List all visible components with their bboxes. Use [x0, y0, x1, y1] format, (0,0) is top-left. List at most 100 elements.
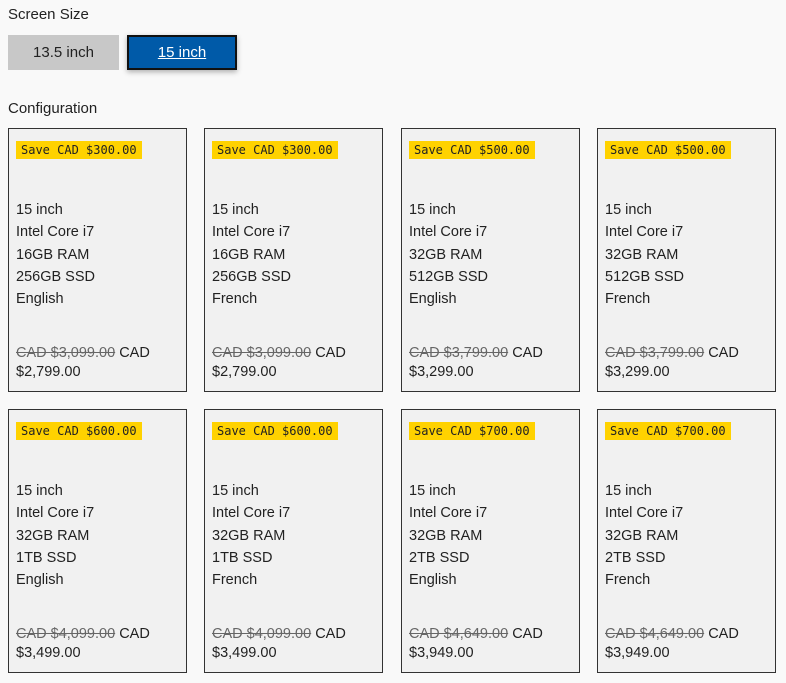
sale-price: $3,949.00: [409, 644, 474, 661]
spec-list: 15 inch Intel Core i7 32GB RAM 1TB SSD Engli…: [16, 480, 94, 591]
config-card[interactable]: Save CAD $600.00 15 inch Intel Core i7 32G…: [8, 409, 187, 673]
original-price: CAD $4,099.00: [212, 626, 312, 642]
spec-line: 2TB SSD: [605, 549, 666, 566]
spec-line: 256GB SSD: [16, 268, 95, 285]
spec-line: 32GB RAM: [605, 527, 679, 544]
currency: CAD: [119, 626, 150, 642]
spec-line: 15 inch: [409, 483, 456, 499]
spec-list: 15 inch Intel Core i7 32GB RAM 2TB SSD Engli…: [409, 480, 487, 591]
spec-list: 15 inch Intel Core i7 32GB RAM 2TB SSD Frenc…: [605, 480, 683, 591]
savings-badge: Save CAD $300.00: [16, 141, 142, 159]
spec-line: English: [16, 572, 64, 589]
original-price: CAD $3,799.00: [605, 345, 705, 361]
price-block: CAD $3,799.00 CAD $3,299.00: [605, 344, 739, 381]
config-card[interactable]: Save CAD $300.00 15 inch Intel Core i7 16G…: [204, 128, 383, 392]
config-card[interactable]: Save CAD $600.00 15 inch Intel Core i7 32G…: [204, 409, 383, 673]
spec-line: 15 inch: [409, 202, 456, 218]
spec-line: 2TB SSD: [409, 549, 470, 566]
original-price: CAD $4,099.00: [16, 626, 116, 642]
sale-price: $2,799.00: [212, 363, 277, 380]
price-block: CAD $4,099.00 CAD $3,499.00: [16, 625, 150, 662]
spec-line: French: [212, 291, 258, 308]
currency: CAD: [708, 345, 739, 361]
price-block: CAD $3,099.00 CAD $2,799.00: [16, 344, 150, 381]
price-block: CAD $4,649.00 CAD $3,949.00: [409, 625, 543, 662]
spec-line: 15 inch: [605, 202, 652, 218]
config-card[interactable]: Save CAD $700.00 15 inch Intel Core i7 32G…: [401, 409, 580, 673]
spec-line: 512GB SSD: [605, 268, 684, 285]
currency: CAD: [708, 626, 739, 642]
spec-line: 256GB SSD: [212, 268, 291, 285]
spec-line: 32GB RAM: [16, 527, 90, 544]
savings-badge: Save CAD $700.00: [605, 422, 731, 440]
spec-line: Intel Core i7: [409, 505, 488, 522]
spec-line: Intel Core i7: [212, 505, 291, 522]
spec-line: English: [409, 572, 457, 589]
savings-badge: Save CAD $600.00: [16, 422, 142, 440]
price-block: CAD $3,099.00 CAD $2,799.00: [212, 344, 346, 381]
spec-line: French: [212, 572, 258, 589]
sale-price: $3,949.00: [605, 644, 670, 661]
config-card[interactable]: Save CAD $500.00 15 inch Intel Core i7 32G…: [401, 128, 580, 392]
savings-badge: Save CAD $600.00: [212, 422, 338, 440]
config-card[interactable]: Save CAD $300.00 15 inch Intel Core i7 16G…: [8, 128, 187, 392]
currency: CAD: [315, 626, 346, 642]
spec-list: 15 inch Intel Core i7 32GB RAM 512GB SSD Fre…: [605, 199, 684, 310]
savings-badge: Save CAD $500.00: [409, 141, 535, 159]
original-price: CAD $3,099.00: [212, 345, 312, 361]
spec-line: 1TB SSD: [212, 549, 273, 566]
original-price: CAD $4,649.00: [605, 626, 705, 642]
spec-line: French: [605, 572, 651, 589]
spec-line: French: [605, 291, 651, 308]
sale-price: $3,299.00: [605, 363, 670, 380]
currency: CAD: [119, 345, 150, 361]
spec-line: 15 inch: [605, 483, 652, 499]
spec-list: 15 inch Intel Core i7 32GB RAM 1TB SSD Frenc…: [212, 480, 290, 591]
spec-line: 16GB RAM: [16, 246, 90, 263]
savings-badge: Save CAD $300.00: [212, 141, 338, 159]
spec-line: 32GB RAM: [212, 527, 286, 544]
spec-line: 15 inch: [16, 483, 63, 499]
sale-price: $2,799.00: [16, 363, 81, 380]
currency: CAD: [512, 345, 543, 361]
original-price: CAD $3,799.00: [409, 345, 509, 361]
spec-line: English: [409, 291, 457, 308]
spec-line: Intel Core i7: [212, 224, 291, 241]
spec-line: Intel Core i7: [409, 224, 488, 241]
spec-list: 15 inch Intel Core i7 16GB RAM 256GB SSD Eng…: [16, 199, 95, 310]
size-option-15-inch[interactable]: 15 inch: [127, 35, 237, 70]
price-block: CAD $4,099.00 CAD $3,499.00: [212, 625, 346, 662]
original-price: CAD $4,649.00: [409, 626, 509, 642]
spec-line: Intel Core i7: [16, 224, 95, 241]
spec-line: Intel Core i7: [605, 505, 684, 522]
config-card[interactable]: Save CAD $700.00 15 inch Intel Core i7 32G…: [597, 409, 776, 673]
spec-line: Intel Core i7: [16, 505, 95, 522]
spec-line: 32GB RAM: [605, 246, 679, 263]
spec-line: 32GB RAM: [409, 246, 483, 263]
screen-size-label: Screen Size: [8, 6, 89, 23]
spec-line: 1TB SSD: [16, 549, 77, 566]
savings-badge: Save CAD $700.00: [409, 422, 535, 440]
currency: CAD: [315, 345, 346, 361]
spec-line: 15 inch: [16, 202, 63, 218]
spec-line: 15 inch: [212, 202, 259, 218]
config-card[interactable]: Save CAD $500.00 15 inch Intel Core i7 32G…: [597, 128, 776, 392]
sale-price: $3,499.00: [16, 644, 81, 661]
price-block: CAD $3,799.00 CAD $3,299.00: [409, 344, 543, 381]
spec-list: 15 inch Intel Core i7 32GB RAM 512GB SSD Eng…: [409, 199, 488, 310]
original-price: CAD $3,099.00: [16, 345, 116, 361]
spec-line: 512GB SSD: [409, 268, 488, 285]
spec-line: 32GB RAM: [409, 527, 483, 544]
currency: CAD: [512, 626, 543, 642]
spec-line: English: [16, 291, 64, 308]
sale-price: $3,299.00: [409, 363, 474, 380]
spec-line: Intel Core i7: [605, 224, 684, 241]
configuration-label: Configuration: [8, 100, 98, 117]
sale-price: $3,499.00: [212, 644, 277, 661]
size-option-13-5-inch[interactable]: 13.5 inch: [8, 35, 119, 70]
spec-line: 15 inch: [212, 483, 259, 499]
savings-badge: Save CAD $500.00: [605, 141, 731, 159]
spec-line: 16GB RAM: [212, 246, 286, 263]
spec-list: 15 inch Intel Core i7 16GB RAM 256GB SSD Fre…: [212, 199, 291, 310]
price-block: CAD $4,649.00 CAD $3,949.00: [605, 625, 739, 662]
